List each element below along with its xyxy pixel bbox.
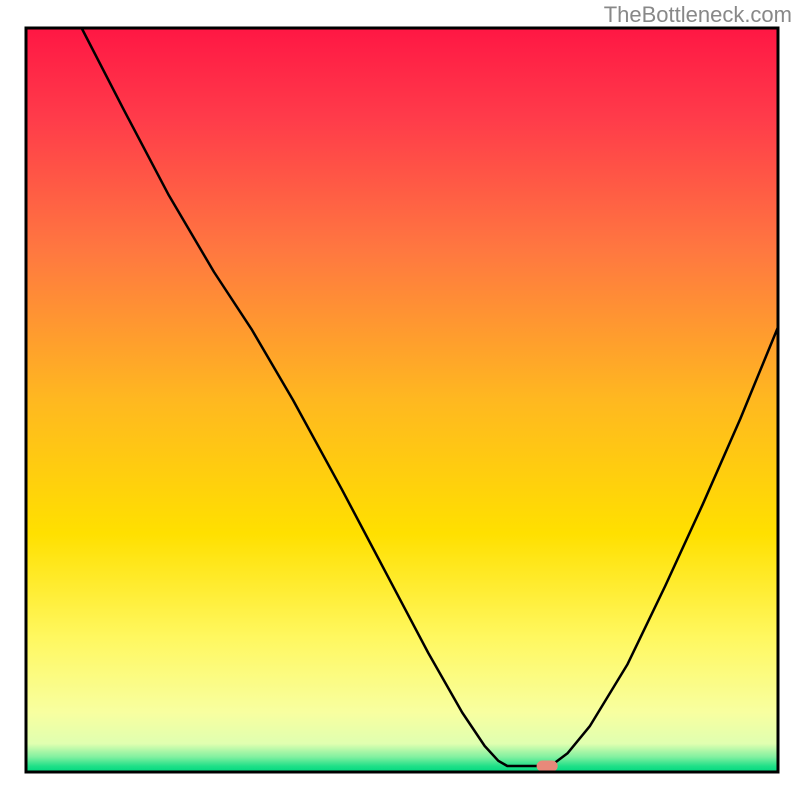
bottleneck-chart [0,0,800,800]
optimal-marker [537,761,558,772]
watermark-text: TheBottleneck.com [604,2,792,28]
chart-container: TheBottleneck.com [0,0,800,800]
